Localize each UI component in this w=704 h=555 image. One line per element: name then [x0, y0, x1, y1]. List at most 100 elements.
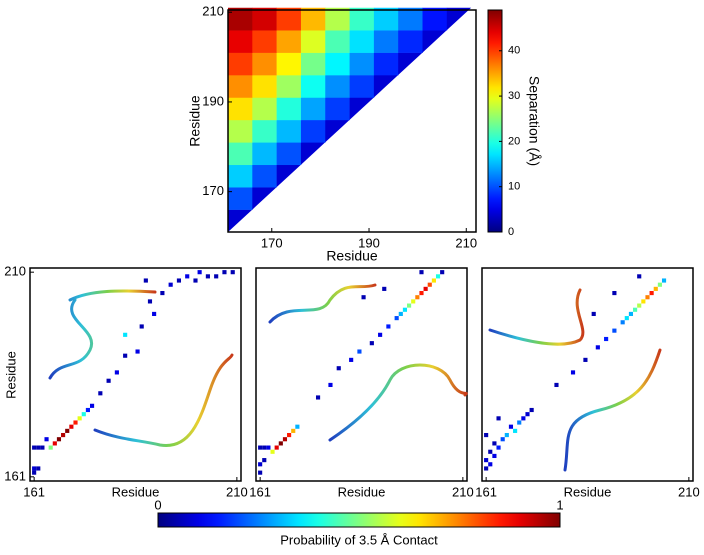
contact-cell — [36, 445, 41, 450]
heatmap-cell — [276, 30, 302, 53]
contact-cell — [77, 416, 82, 421]
heatmap-cell — [252, 75, 277, 98]
contact-cell — [65, 428, 70, 433]
heatmap-cell — [252, 30, 277, 53]
contact-cell — [508, 424, 514, 429]
heatmap-cell — [349, 75, 375, 98]
y-axis-label: Residue — [187, 95, 203, 147]
heatmap-cell — [300, 52, 326, 76]
heatmap-cell — [276, 75, 302, 98]
contact-cell — [139, 324, 144, 329]
y-tick-label: 170 — [202, 183, 224, 198]
heatmap-cell — [373, 75, 399, 98]
contact-cell — [415, 295, 420, 300]
heatmap-cell — [325, 119, 350, 143]
colorbar — [487, 9, 503, 233]
contact-cell — [123, 353, 128, 358]
contact-cell — [98, 391, 103, 396]
x-tick-label: 161 — [23, 484, 45, 499]
contact-cell — [230, 270, 235, 275]
y-axis-label: Residue — [3, 351, 18, 399]
x-tick-label: 210 — [678, 484, 700, 499]
contact-cell — [349, 357, 354, 362]
contact-cell — [513, 428, 518, 433]
contact-cell — [624, 316, 629, 321]
y-tick-label: 161 — [4, 468, 26, 483]
contact-cell — [661, 278, 667, 283]
x-tick-label: 161 — [475, 484, 497, 499]
contact-cell — [258, 445, 263, 450]
contact-cell — [197, 270, 202, 275]
heatmap-cell — [228, 30, 253, 53]
colorbar-label: Probability of 3.5 Å Contact — [280, 532, 438, 547]
contact-cell — [529, 407, 534, 413]
contact-cell — [336, 366, 341, 371]
contact-cell — [492, 453, 497, 459]
heatmap-cell — [252, 7, 277, 31]
contact-cell — [484, 466, 489, 471]
contact-cell — [32, 470, 37, 475]
contact-cell — [637, 303, 642, 308]
contact-cell — [657, 282, 662, 287]
contact-cell — [500, 437, 505, 442]
contact-cell — [361, 295, 366, 300]
contact-cell — [114, 370, 119, 375]
heatmap-cell — [349, 7, 375, 31]
heatmap-cell — [398, 7, 423, 31]
contact-cell — [48, 445, 53, 450]
heatmap-cell — [325, 52, 350, 76]
contact-cell — [604, 336, 609, 342]
plot-frame — [29, 267, 242, 482]
heatmap-cell — [252, 187, 277, 210]
heatmap-cell — [422, 7, 448, 31]
heatmap-cell — [300, 7, 326, 31]
contact-cell — [378, 332, 383, 337]
x-tick-label: 190 — [358, 235, 380, 250]
heatmap-cell — [252, 142, 277, 166]
colorbar-tick-label: 10 — [508, 181, 520, 193]
plot-frame — [227, 9, 477, 233]
contact-cell — [382, 286, 387, 291]
contact-cell — [386, 324, 391, 329]
heatmap-cell — [422, 30, 447, 53]
heatmap-cell — [300, 75, 326, 98]
colorbar — [157, 512, 561, 528]
contact-cell — [419, 270, 424, 275]
heatmap-cell — [300, 142, 326, 165]
heatmap-cell — [228, 52, 253, 76]
plot-frame — [481, 267, 694, 482]
contact-cell — [61, 432, 66, 438]
contact-cell — [612, 290, 617, 296]
contact-cell — [32, 466, 37, 471]
heatmap-cell — [228, 75, 253, 98]
contact-cell — [135, 349, 140, 354]
y-tick-label: 210 — [202, 4, 224, 19]
contact-cell — [419, 290, 424, 296]
contact-cell — [620, 320, 625, 325]
contact-cell — [44, 437, 49, 442]
contact-cell — [653, 286, 658, 291]
colorbar-tick-label: 0 — [154, 497, 161, 512]
contact-cell — [488, 462, 493, 467]
contact-cell — [270, 449, 275, 454]
heatmap-cell — [349, 30, 375, 53]
heatmap-cell — [300, 119, 326, 143]
heatmap-cell — [398, 30, 423, 53]
contact-cell — [106, 378, 111, 383]
contact-cell — [554, 382, 559, 388]
contact-cell — [291, 428, 296, 433]
heatmap-cell — [446, 7, 472, 31]
contact-cell — [517, 420, 522, 425]
contact-cell — [398, 311, 403, 317]
contact-cell — [152, 311, 157, 317]
heatmap-cell — [373, 52, 399, 76]
contact-cell — [168, 282, 173, 287]
contact-cell — [402, 307, 408, 312]
contact-cell — [85, 407, 90, 413]
heatmap-cell — [325, 30, 350, 53]
contact-cell — [431, 278, 436, 283]
contact-cell — [357, 349, 362, 354]
contact-cell — [633, 307, 638, 312]
x-tick-label: 210 — [226, 484, 248, 499]
